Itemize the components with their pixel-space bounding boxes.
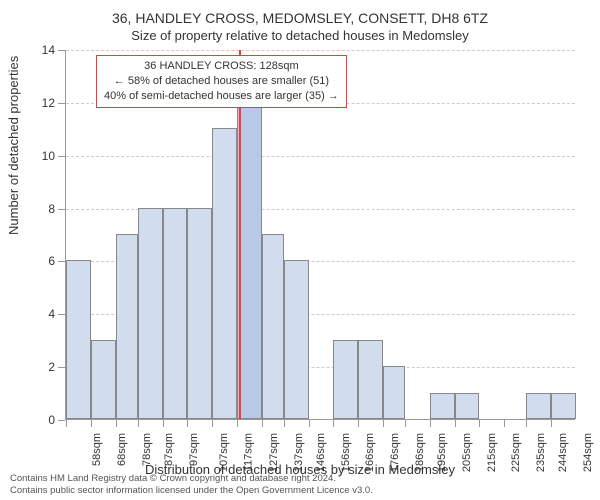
x-tick <box>383 420 384 427</box>
y-tick-label: 2 <box>31 360 55 374</box>
histogram-bar <box>383 366 405 419</box>
gridline <box>66 156 575 157</box>
histogram-bar <box>455 393 480 419</box>
x-tick <box>91 420 92 427</box>
histogram-bar <box>430 393 455 419</box>
histogram-bar <box>551 393 576 419</box>
x-tick <box>237 420 238 427</box>
histogram-bar <box>358 340 383 419</box>
y-tick-label: 12 <box>31 96 55 110</box>
plot-area: 0246810121458sqm68sqm78sqm87sqm97sqm107s… <box>65 50 575 420</box>
chart-footer: Contains HM Land Registry data © Crown c… <box>10 473 373 497</box>
footer-line2: Contains public sector information licen… <box>10 485 373 497</box>
x-tick <box>138 420 139 427</box>
y-tick <box>58 367 65 368</box>
y-tick <box>58 103 65 104</box>
chart-title-main: 36, HANDLEY CROSS, MEDOMSLEY, CONSETT, D… <box>0 10 600 26</box>
gridline <box>66 50 575 51</box>
x-tick <box>526 420 527 427</box>
y-tick <box>58 156 65 157</box>
y-tick-label: 8 <box>31 202 55 216</box>
histogram-bar <box>526 393 551 419</box>
histogram-bar <box>91 340 116 419</box>
x-tick <box>212 420 213 427</box>
x-tick <box>262 420 263 427</box>
chart-title-sub: Size of property relative to detached ho… <box>0 28 600 43</box>
histogram-bar <box>138 208 163 419</box>
x-tick <box>479 420 480 427</box>
x-tick <box>551 420 552 427</box>
histogram-bar <box>262 234 284 419</box>
x-tick <box>187 420 188 427</box>
y-tick <box>58 261 65 262</box>
x-tick <box>309 420 310 427</box>
x-tick <box>284 420 285 427</box>
y-tick <box>58 314 65 315</box>
x-tick <box>358 420 359 427</box>
chart-container: 36, HANDLEY CROSS, MEDOMSLEY, CONSETT, D… <box>0 0 600 500</box>
annotation-line1: 36 HANDLEY CROSS: 128sqm <box>104 59 339 74</box>
footer-line1: Contains HM Land Registry data © Crown c… <box>10 473 373 485</box>
x-tick <box>66 420 67 427</box>
y-tick-label: 0 <box>31 413 55 427</box>
histogram-bar <box>116 234 138 419</box>
histogram-bar <box>187 208 212 419</box>
x-tick <box>430 420 431 427</box>
histogram-bar <box>284 260 309 419</box>
x-tick <box>116 420 117 427</box>
x-tick <box>455 420 456 427</box>
annotation-line2: ← 58% of detached houses are smaller (51… <box>104 74 339 89</box>
y-tick-label: 10 <box>31 149 55 163</box>
y-axis-label: Number of detached properties <box>6 56 21 235</box>
y-tick-label: 6 <box>31 254 55 268</box>
histogram-bar <box>333 340 358 419</box>
x-tick <box>504 420 505 427</box>
histogram-bar <box>163 208 188 419</box>
y-tick <box>58 209 65 210</box>
annotation-line3: 40% of semi-detached houses are larger (… <box>104 89 339 104</box>
y-tick <box>58 420 65 421</box>
x-tick <box>163 420 164 427</box>
y-tick <box>58 50 65 51</box>
x-tick <box>333 420 334 427</box>
x-tick <box>405 420 406 427</box>
histogram-bar <box>66 260 91 419</box>
y-tick-label: 14 <box>31 43 55 57</box>
histogram-bar <box>212 128 237 419</box>
annotation-box: 36 HANDLEY CROSS: 128sqm← 58% of detache… <box>96 55 347 108</box>
y-tick-label: 4 <box>31 307 55 321</box>
